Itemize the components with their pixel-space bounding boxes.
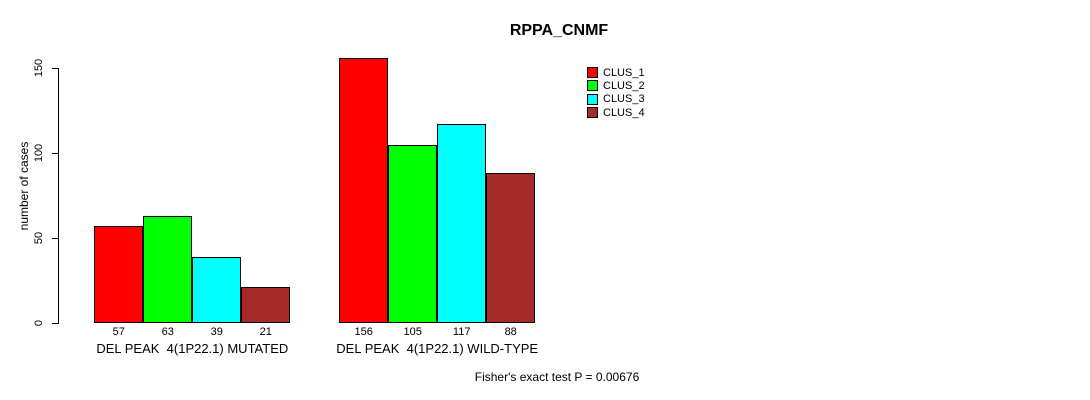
bar-clus_3-group2 (437, 124, 487, 323)
legend-label: CLUS_4 (603, 106, 645, 119)
y-tick-mark (52, 153, 58, 154)
legend-swatch-clus_1 (587, 67, 598, 79)
bar-value-label: 21 (259, 326, 272, 338)
legend-item: CLUS_3 (587, 93, 645, 106)
legend: CLUS_1 CLUS_2 CLUS_3 CLUS_4 (587, 66, 645, 119)
legend-label: CLUS_2 (603, 79, 645, 92)
y-tick-mark (52, 323, 58, 324)
bar-clus_2-group1 (143, 215, 193, 323)
legend-label: CLUS_3 (603, 93, 645, 106)
y-tick-label: 0 (33, 319, 45, 327)
group-label: DEL PEAK 4(1P22.1) WILD-TYPE (336, 341, 539, 356)
bar-value-label: 63 (161, 326, 174, 338)
legend-item: CLUS_2 (587, 79, 645, 92)
bar-clus_2-group2 (388, 144, 438, 323)
bar-clus_3-group1 (192, 256, 242, 323)
group-label: DEL PEAK 4(1P22.1) MUTATED (96, 341, 289, 356)
y-axis-title: number of cases (17, 141, 31, 231)
bar-clus_1-group1 (94, 226, 144, 323)
legend-label: CLUS_1 (603, 66, 645, 79)
legend-item: CLUS_4 (587, 106, 645, 119)
bar-clus_4-group1 (241, 287, 291, 323)
y-tick-label: 150 (33, 58, 45, 78)
legend-swatch-clus_2 (587, 80, 598, 92)
bar-value-label: 39 (210, 326, 223, 338)
bar-value-label: 88 (504, 326, 517, 338)
y-tick-label: 50 (33, 231, 45, 245)
bar-value-label: 57 (112, 326, 125, 338)
bar-clus_4-group2 (486, 173, 536, 323)
y-tick-mark (52, 68, 58, 69)
legend-swatch-clus_4 (587, 107, 598, 119)
bar-value-label: 105 (403, 326, 422, 338)
y-tick-mark (52, 238, 58, 239)
legend-item: CLUS_1 (587, 66, 645, 79)
chart-title: RPPA_CNMF (509, 22, 609, 39)
legend-swatch-clus_3 (587, 93, 598, 105)
stat-annotation: Fisher's exact test P = 0.00676 (474, 370, 640, 384)
y-axis-line (58, 68, 59, 324)
bar-value-label: 117 (452, 326, 471, 338)
y-tick-label: 100 (33, 143, 45, 163)
bar-value-label: 156 (354, 326, 373, 338)
bar-clus_1-group2 (339, 57, 389, 323)
